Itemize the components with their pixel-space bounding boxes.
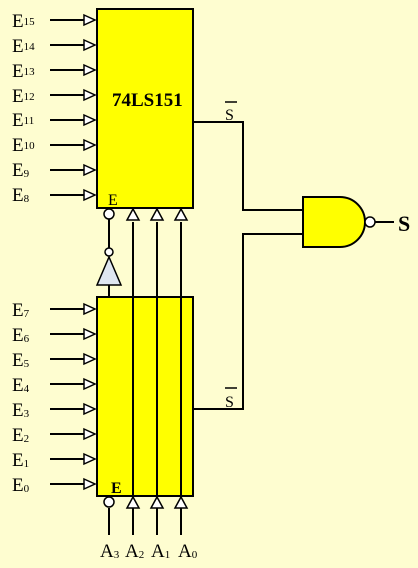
svg-text:E8: E8 [12,185,30,206]
input-e3: E3 [12,400,97,421]
lower-a1-arrow [149,495,165,509]
svg-text:E11: E11 [12,110,34,131]
input-e10: E10 [12,135,97,156]
lower-chip-output-label: S [225,394,234,411]
input-e15: E15 [12,11,97,32]
upper-chip-enable-label: E [108,192,118,209]
address-label-a3: A3 [100,541,120,562]
upper-a0-arrow [173,207,189,221]
upper-chip-output-label: S [225,107,234,124]
input-e0: E0 [12,475,97,496]
upper-a2-arrow [125,207,141,221]
input-e5: E5 [12,350,97,371]
svg-text:E3: E3 [12,400,30,421]
svg-text:E15: E15 [12,11,35,32]
svg-text:E10: E10 [12,135,35,156]
nand-gate [302,196,366,248]
input-e11: E11 [12,110,97,131]
lower-chip [96,296,194,497]
lower-a0-arrow [173,495,189,509]
svg-text:E12: E12 [12,86,35,107]
input-e2: E2 [12,425,97,446]
upper-chip-name: 74LS151 [112,90,183,111]
lower-inputs: E7 E6 E5 E4 E3 E2 E1 E0 [12,300,97,496]
address-bus [125,207,189,535]
input-e14: E14 [12,36,97,57]
svg-text:E9: E9 [12,160,30,181]
enable-path [95,208,123,535]
input-e8: E8 [12,185,97,206]
address-label-a2: A2 [125,541,144,562]
address-label-a1: A1 [151,541,170,562]
input-e9: E9 [12,160,97,181]
inverter-bubble [104,247,114,257]
svg-text:E14: E14 [12,36,35,57]
input-e1: E1 [12,450,97,471]
svg-text:E2: E2 [12,425,29,446]
svg-text:E4: E4 [12,375,30,396]
upper-inputs: E15 E14 E13 E12 E11 E10 E9 E8 [12,11,97,206]
svg-text:E5: E5 [12,350,30,371]
inverter-triangle [95,255,123,286]
output-label: S [398,211,410,236]
upper-a1-arrow [149,207,165,221]
input-e6: E6 [12,325,97,346]
lower-a2-arrow [125,495,141,509]
svg-text:E6: E6 [12,325,30,346]
upper-chip [96,8,194,209]
input-e7: E7 [12,300,97,321]
lower-chip-enable-label: E [111,480,122,497]
svg-text:E0: E0 [12,475,30,496]
output-wiring [193,121,304,410]
svg-text:E13: E13 [12,61,35,82]
address-labels: A3 A2 A1 A0 [100,541,198,562]
svg-text:E1: E1 [12,450,29,471]
nand-output-bubble [364,216,376,228]
svg-text:E7: E7 [12,300,30,321]
input-e12: E12 [12,86,97,107]
input-e4: E4 [12,375,97,396]
address-label-a0: A0 [178,541,198,562]
lower-enable-bubble [103,496,115,508]
input-e13: E13 [12,61,97,82]
upper-enable-bubble [103,208,115,220]
